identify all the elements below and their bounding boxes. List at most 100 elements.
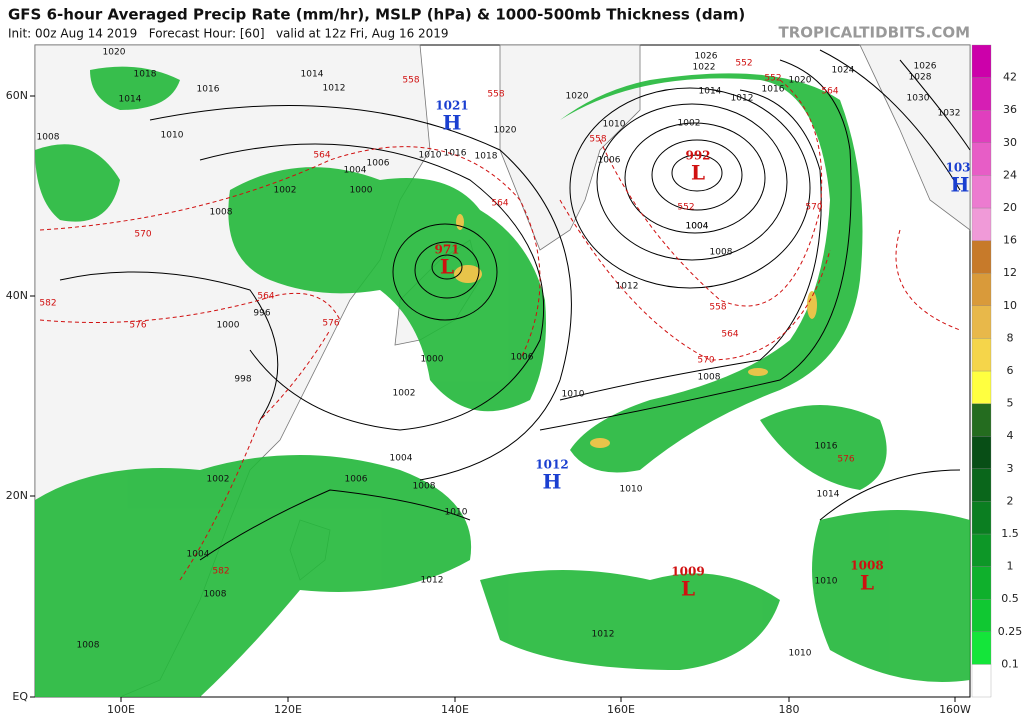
colorbar-label: 16	[1003, 234, 1017, 247]
precip-area	[35, 455, 472, 697]
thickness-label: 564	[821, 87, 838, 97]
thickness-label: 570	[134, 230, 151, 240]
isobar-label: 1002	[274, 186, 297, 196]
low-marker: L	[681, 577, 695, 601]
colorbar-label: 2	[1007, 494, 1014, 507]
precip-area	[760, 405, 887, 490]
thickness-label: 576	[322, 319, 339, 329]
precip-area	[560, 73, 863, 473]
brand: TROPICALTIDBITS.COM	[779, 24, 971, 42]
isobar-label: 1008	[37, 133, 60, 143]
color-swatch	[971, 273, 992, 306]
colorbar-label: 4	[1007, 429, 1014, 442]
thickness-line	[559, 199, 831, 361]
colorbar-label: 6	[1007, 364, 1014, 377]
colorbar-label: 0.5	[1001, 592, 1019, 605]
precip-area	[35, 144, 120, 222]
thickness-line	[599, 79, 823, 307]
pressure-value: 1012	[535, 458, 568, 472]
thickness-label: 582	[212, 567, 229, 577]
color-swatch	[971, 599, 992, 632]
pressure-value: 103	[945, 161, 970, 175]
thickness-label: 558	[487, 90, 504, 100]
thickness-label: 564	[313, 151, 330, 161]
isobar-label: 1024	[832, 66, 855, 76]
isobar-label: 1008	[204, 590, 227, 600]
thickness-label: 552	[677, 203, 694, 213]
precip-area	[480, 570, 780, 670]
isobar-label: 1010	[603, 120, 626, 130]
isobar	[819, 49, 961, 191]
lat-label: 20N	[6, 489, 28, 502]
colorbar-label: 24	[1003, 168, 1017, 181]
isobar-label: 1016	[197, 85, 220, 95]
lat-label: 40N	[6, 289, 28, 302]
isobar-label: 1008	[710, 248, 733, 258]
title: GFS 6-hour Averaged Precip Rate (mm/hr),…	[8, 6, 745, 24]
map: 1020101810141016101010081014101210061004…	[34, 44, 971, 698]
thickness-label: 570	[697, 356, 714, 366]
isobar-label: 1010	[620, 485, 643, 495]
colorbar-label: 0.1	[1001, 657, 1019, 670]
isobar-label: 1010	[445, 508, 468, 518]
pressure-value: 971	[434, 243, 459, 257]
isobar-label: 1026	[695, 52, 718, 62]
thickness-label: 552	[735, 59, 752, 69]
color-swatch	[971, 305, 992, 339]
colorbar-label: 1.5	[1001, 527, 1019, 540]
thickness-label: 576	[837, 455, 854, 465]
thickness-label: 558	[589, 135, 606, 145]
colorbar-label: 5	[1007, 397, 1014, 410]
precip-area	[812, 510, 970, 682]
color-swatch	[971, 533, 992, 567]
isobar-label: 1012	[323, 84, 346, 94]
color-swatch	[971, 436, 992, 469]
isobar-label: 1010	[562, 390, 585, 400]
isobar-label: 1002	[678, 119, 701, 129]
colorbar-label: 10	[1003, 299, 1017, 312]
isobar-label: 1010	[789, 649, 812, 659]
isobar-label: 1026	[914, 62, 937, 72]
alaska-land	[859, 44, 971, 231]
thickness-label: 564	[257, 292, 274, 302]
isobar-label: 1012	[421, 576, 444, 586]
heavy-precip	[590, 438, 610, 448]
isobar	[199, 489, 471, 561]
heavy-precip	[807, 291, 817, 319]
isobar-label: 1006	[511, 353, 534, 363]
isobar-label: 1016	[815, 442, 838, 452]
isobar-label: 996	[253, 309, 270, 319]
isobar-label: 1002	[393, 389, 416, 399]
isobar-label: 1004	[187, 550, 210, 560]
thickness-label: 552	[764, 74, 781, 84]
isobar	[431, 254, 463, 280]
thickness-label: 564	[721, 330, 738, 340]
isobar-label: 1004	[344, 166, 367, 176]
isobar-label: 1004	[686, 222, 709, 232]
isobar	[199, 143, 545, 431]
isobar	[569, 87, 811, 289]
isobar-label: 1032	[938, 109, 961, 119]
color-swatch	[971, 110, 992, 143]
colorbar-label: 20	[1003, 201, 1017, 214]
isobar-label: 1000	[217, 321, 240, 331]
isobar-label: 1002	[207, 475, 230, 485]
lon-label: 160E	[607, 703, 635, 716]
isobar-label: 1010	[161, 131, 184, 141]
lat-label: EQ	[12, 690, 28, 703]
isobar	[59, 271, 279, 421]
thickness-label: 582	[39, 299, 56, 309]
axes: 60N 40N 20N EQ 100E 120E 140E 160E 180 160W	[6, 89, 971, 716]
high-marker: H	[543, 470, 562, 494]
color-swatch	[971, 207, 992, 241]
isobar-label: 1016	[762, 85, 785, 95]
isobar-label: 1010	[815, 577, 838, 587]
thickness-label: 558	[402, 76, 419, 86]
isobar	[819, 469, 961, 521]
subtitle: Init: 00z Aug 14 2019 Forecast Hour: [60…	[8, 27, 449, 41]
thickness-label: 558	[709, 303, 726, 313]
isobar-label: 1008	[413, 482, 436, 492]
isobar-label: 1004	[686, 222, 709, 232]
pressure-value: 992	[685, 149, 710, 163]
